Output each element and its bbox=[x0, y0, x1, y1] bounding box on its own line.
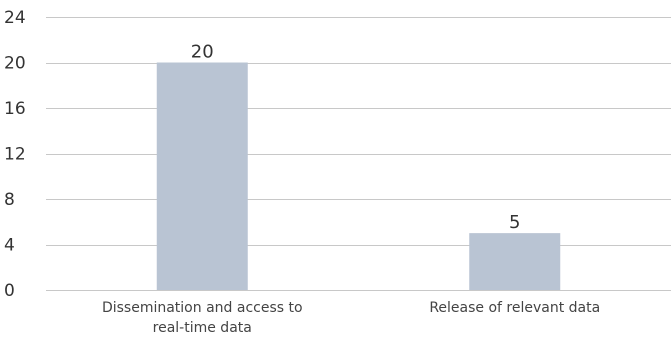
x-axis-category-labels: Dissemination and access to real-time dat… bbox=[102, 300, 600, 336]
gridlines bbox=[46, 17, 671, 291]
y-axis-tick-labels: 0 4 8 12 16 20 24 bbox=[4, 8, 26, 301]
y-tick-label: 24 bbox=[4, 8, 26, 28]
category-label: Release of relevant data bbox=[429, 300, 600, 316]
y-tick-label: 8 bbox=[4, 190, 15, 210]
bar-2 bbox=[469, 233, 561, 290]
category-label: Dissemination and access to bbox=[102, 300, 303, 316]
bars bbox=[156, 62, 561, 290]
data-label: 20 bbox=[191, 42, 214, 63]
y-tick-label: 12 bbox=[4, 145, 26, 165]
y-tick-label: 20 bbox=[4, 54, 26, 74]
data-label: 5 bbox=[509, 212, 520, 233]
y-tick-label: 4 bbox=[4, 236, 15, 256]
data-labels: 20 5 bbox=[191, 42, 521, 234]
y-tick-label: 16 bbox=[4, 99, 26, 119]
bar-1 bbox=[156, 62, 248, 290]
category-label: real-time data bbox=[153, 320, 252, 336]
y-tick-label: 0 bbox=[4, 281, 15, 301]
